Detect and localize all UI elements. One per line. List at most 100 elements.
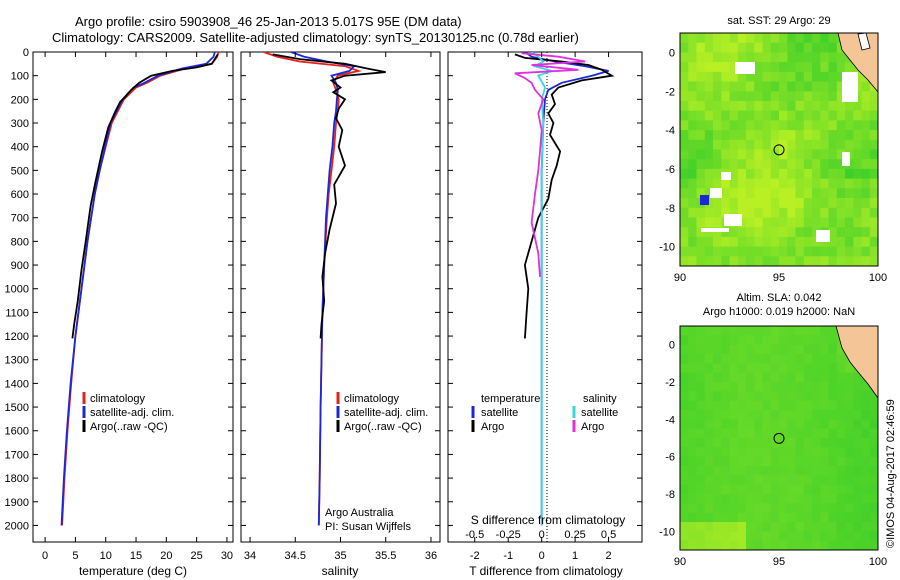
- map-cell: [746, 178, 755, 189]
- map-cell: [737, 484, 747, 495]
- x-tick-label: 35.5: [375, 550, 396, 562]
- map-cell: [729, 456, 739, 467]
- map-cell: [836, 372, 846, 383]
- cold-anomaly-cell: [700, 195, 709, 205]
- map-cell: [853, 372, 863, 383]
- map-cell: [820, 326, 830, 336]
- map-cell: [812, 456, 821, 467]
- map-cell: [754, 326, 764, 336]
- x-tick-label: 1: [572, 550, 578, 562]
- map-cell: [696, 159, 706, 170]
- map-cell: [713, 372, 722, 383]
- map-cell: [779, 188, 788, 199]
- map-cell: [770, 52, 780, 63]
- map-cell: [803, 81, 813, 92]
- map-cell: [713, 91, 722, 102]
- legend-sal-argo: Argo: [581, 421, 604, 433]
- map-cell: [812, 475, 821, 486]
- map-cell: [770, 456, 780, 467]
- map-cell: [869, 110, 878, 121]
- map-cell: [762, 227, 772, 238]
- map-cell: [729, 120, 739, 131]
- map-cell: [803, 494, 813, 504]
- map-cell: [680, 475, 689, 486]
- map-cell: [812, 466, 821, 476]
- map-y-tick-label: -10: [659, 526, 675, 538]
- map-cell: [828, 410, 838, 420]
- map-cell: [680, 531, 689, 542]
- map-cell: [762, 354, 772, 364]
- map-cell: [836, 120, 846, 131]
- x-top-tick-label: 0.25: [564, 529, 585, 541]
- map-cell: [713, 354, 722, 364]
- map-cell: [820, 494, 830, 504]
- figure-title-line2: Climatology: CARS2009. Satellite-adjuste…: [52, 30, 579, 45]
- map-cell: [746, 363, 755, 374]
- map-cell: [820, 236, 830, 248]
- map-cell: [869, 428, 878, 439]
- map-cell: [704, 198, 714, 209]
- map-cell: [836, 110, 846, 121]
- map-cell: [746, 522, 755, 532]
- map-cell: [746, 246, 755, 257]
- map-cell: [812, 512, 821, 523]
- map-cell: [836, 81, 846, 92]
- map-cell: [704, 326, 714, 336]
- map-cell: [787, 101, 797, 112]
- map-cell: [754, 494, 764, 504]
- map-cell: [746, 120, 755, 131]
- map-cell: [746, 149, 755, 160]
- map-cell: [836, 198, 846, 209]
- map-cell: [762, 217, 772, 228]
- map-cell: [787, 326, 797, 336]
- map-cell: [704, 391, 714, 402]
- map-cell: [820, 372, 830, 383]
- missing-data-patch: [701, 228, 729, 232]
- map-cell: [836, 91, 846, 102]
- map-cell: [795, 236, 805, 248]
- map-cell: [770, 227, 780, 238]
- map-cell: [680, 466, 689, 476]
- map-cell: [680, 52, 689, 63]
- map-cell: [737, 71, 747, 83]
- x-tick-label: 36: [425, 550, 437, 562]
- map-cell: [770, 503, 780, 514]
- map-cell: [836, 466, 846, 476]
- map-cell: [721, 52, 731, 63]
- map-cell: [713, 522, 722, 532]
- map-cell: [721, 71, 731, 83]
- map-cell: [704, 168, 714, 180]
- map-cell: [779, 531, 788, 542]
- map-cell: [696, 382, 706, 392]
- map-cell: [812, 447, 821, 458]
- map-cell: [787, 512, 797, 523]
- temperature-panel-frame: [32, 51, 234, 543]
- map-cell: [861, 110, 871, 121]
- map-cell: [828, 428, 838, 439]
- map-cell: [737, 531, 747, 542]
- map-cell: [795, 217, 805, 228]
- map-cell: [688, 256, 698, 266]
- map-cell: [803, 101, 813, 112]
- temperature-xlabel: temperature (deg C): [79, 564, 187, 578]
- map-cell: [861, 91, 871, 102]
- map-cell: [713, 456, 722, 467]
- map-cell: [803, 410, 813, 420]
- map-cell: [779, 120, 788, 131]
- x-tick-label: 5: [72, 550, 78, 562]
- map-cell: [820, 456, 830, 467]
- map-cell: [795, 456, 805, 467]
- map-cell: [737, 149, 747, 160]
- map-cell: [803, 227, 813, 238]
- map-cell: [680, 391, 689, 402]
- map-cell: [803, 71, 813, 83]
- map-cell: [754, 139, 764, 151]
- map-cell: [836, 178, 846, 189]
- argo-float-marker: [773, 432, 785, 444]
- map-cell: [737, 391, 747, 402]
- map-cell: [762, 42, 772, 53]
- map-cell: [779, 207, 788, 219]
- map-cell: [713, 391, 722, 402]
- y-tick-label: 600: [11, 189, 29, 201]
- missing-data-patch: [710, 188, 722, 198]
